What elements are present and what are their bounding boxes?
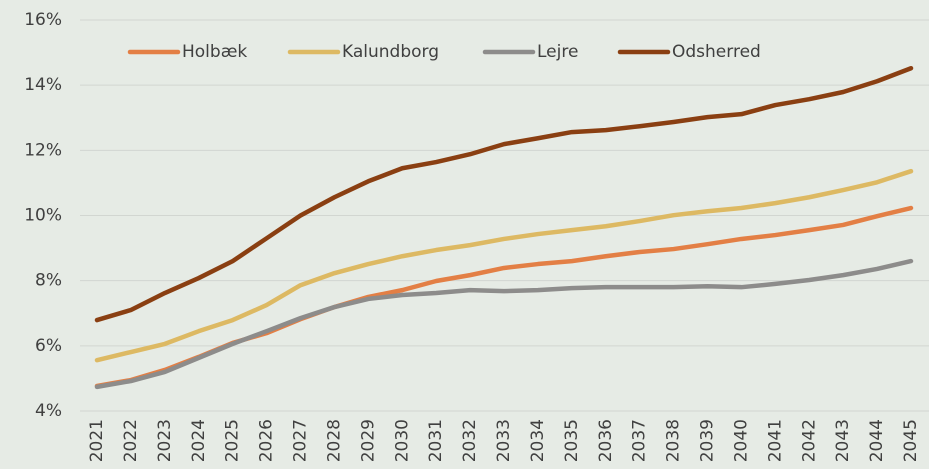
x-tick-label: 2026 [257, 419, 277, 462]
x-tick-label: 2022 [121, 419, 141, 462]
x-tick-label: 2043 [833, 419, 853, 462]
legend-label: Lejre [537, 42, 578, 62]
legend-label: Odsherred [672, 42, 761, 62]
series-line [94, 205, 914, 389]
x-tick-label: 2033 [494, 419, 514, 462]
legend-label: Holbæk [182, 42, 247, 62]
x-tick-label: 2029 [358, 419, 378, 462]
x-tick-label: 2039 [698, 419, 718, 462]
x-tick-label: 2032 [460, 419, 480, 462]
x-tick-label: 2045 [901, 419, 921, 462]
x-tick-label: 2036 [596, 419, 616, 462]
x-tick-label: 2027 [291, 419, 311, 462]
x-tick-label: 2031 [426, 419, 446, 462]
x-tick-label: 2044 [867, 419, 887, 462]
x-tick-label: 2024 [189, 419, 209, 462]
x-tick-label: 2040 [731, 419, 751, 462]
x-tick-label: 2038 [664, 419, 684, 462]
x-tick-label: 2042 [799, 419, 819, 462]
x-tick-label: 2037 [630, 419, 650, 462]
x-tick-label: 2041 [765, 419, 785, 462]
x-tick-label: 2030 [392, 419, 412, 462]
y-tick-label: 4% [35, 401, 62, 421]
legend-label: Kalundborg [342, 42, 439, 62]
y-tick-label: 12% [24, 140, 62, 160]
x-tick-label: 2021 [87, 419, 107, 462]
y-tick-label: 16% [24, 10, 62, 30]
x-tick-label: 2028 [324, 419, 344, 462]
series-line [94, 65, 914, 323]
y-tick-label: 8% [35, 271, 62, 291]
series-line [94, 258, 914, 390]
y-tick-label: 10% [24, 206, 62, 226]
x-tick-label: 2035 [562, 419, 582, 462]
x-tick-label: 2023 [155, 419, 175, 462]
y-tick-label: 14% [24, 75, 62, 95]
series-line [94, 168, 914, 363]
x-tick-label: 2025 [223, 419, 243, 462]
x-tick-label: 2034 [528, 419, 548, 462]
y-tick-label: 6% [35, 336, 62, 356]
